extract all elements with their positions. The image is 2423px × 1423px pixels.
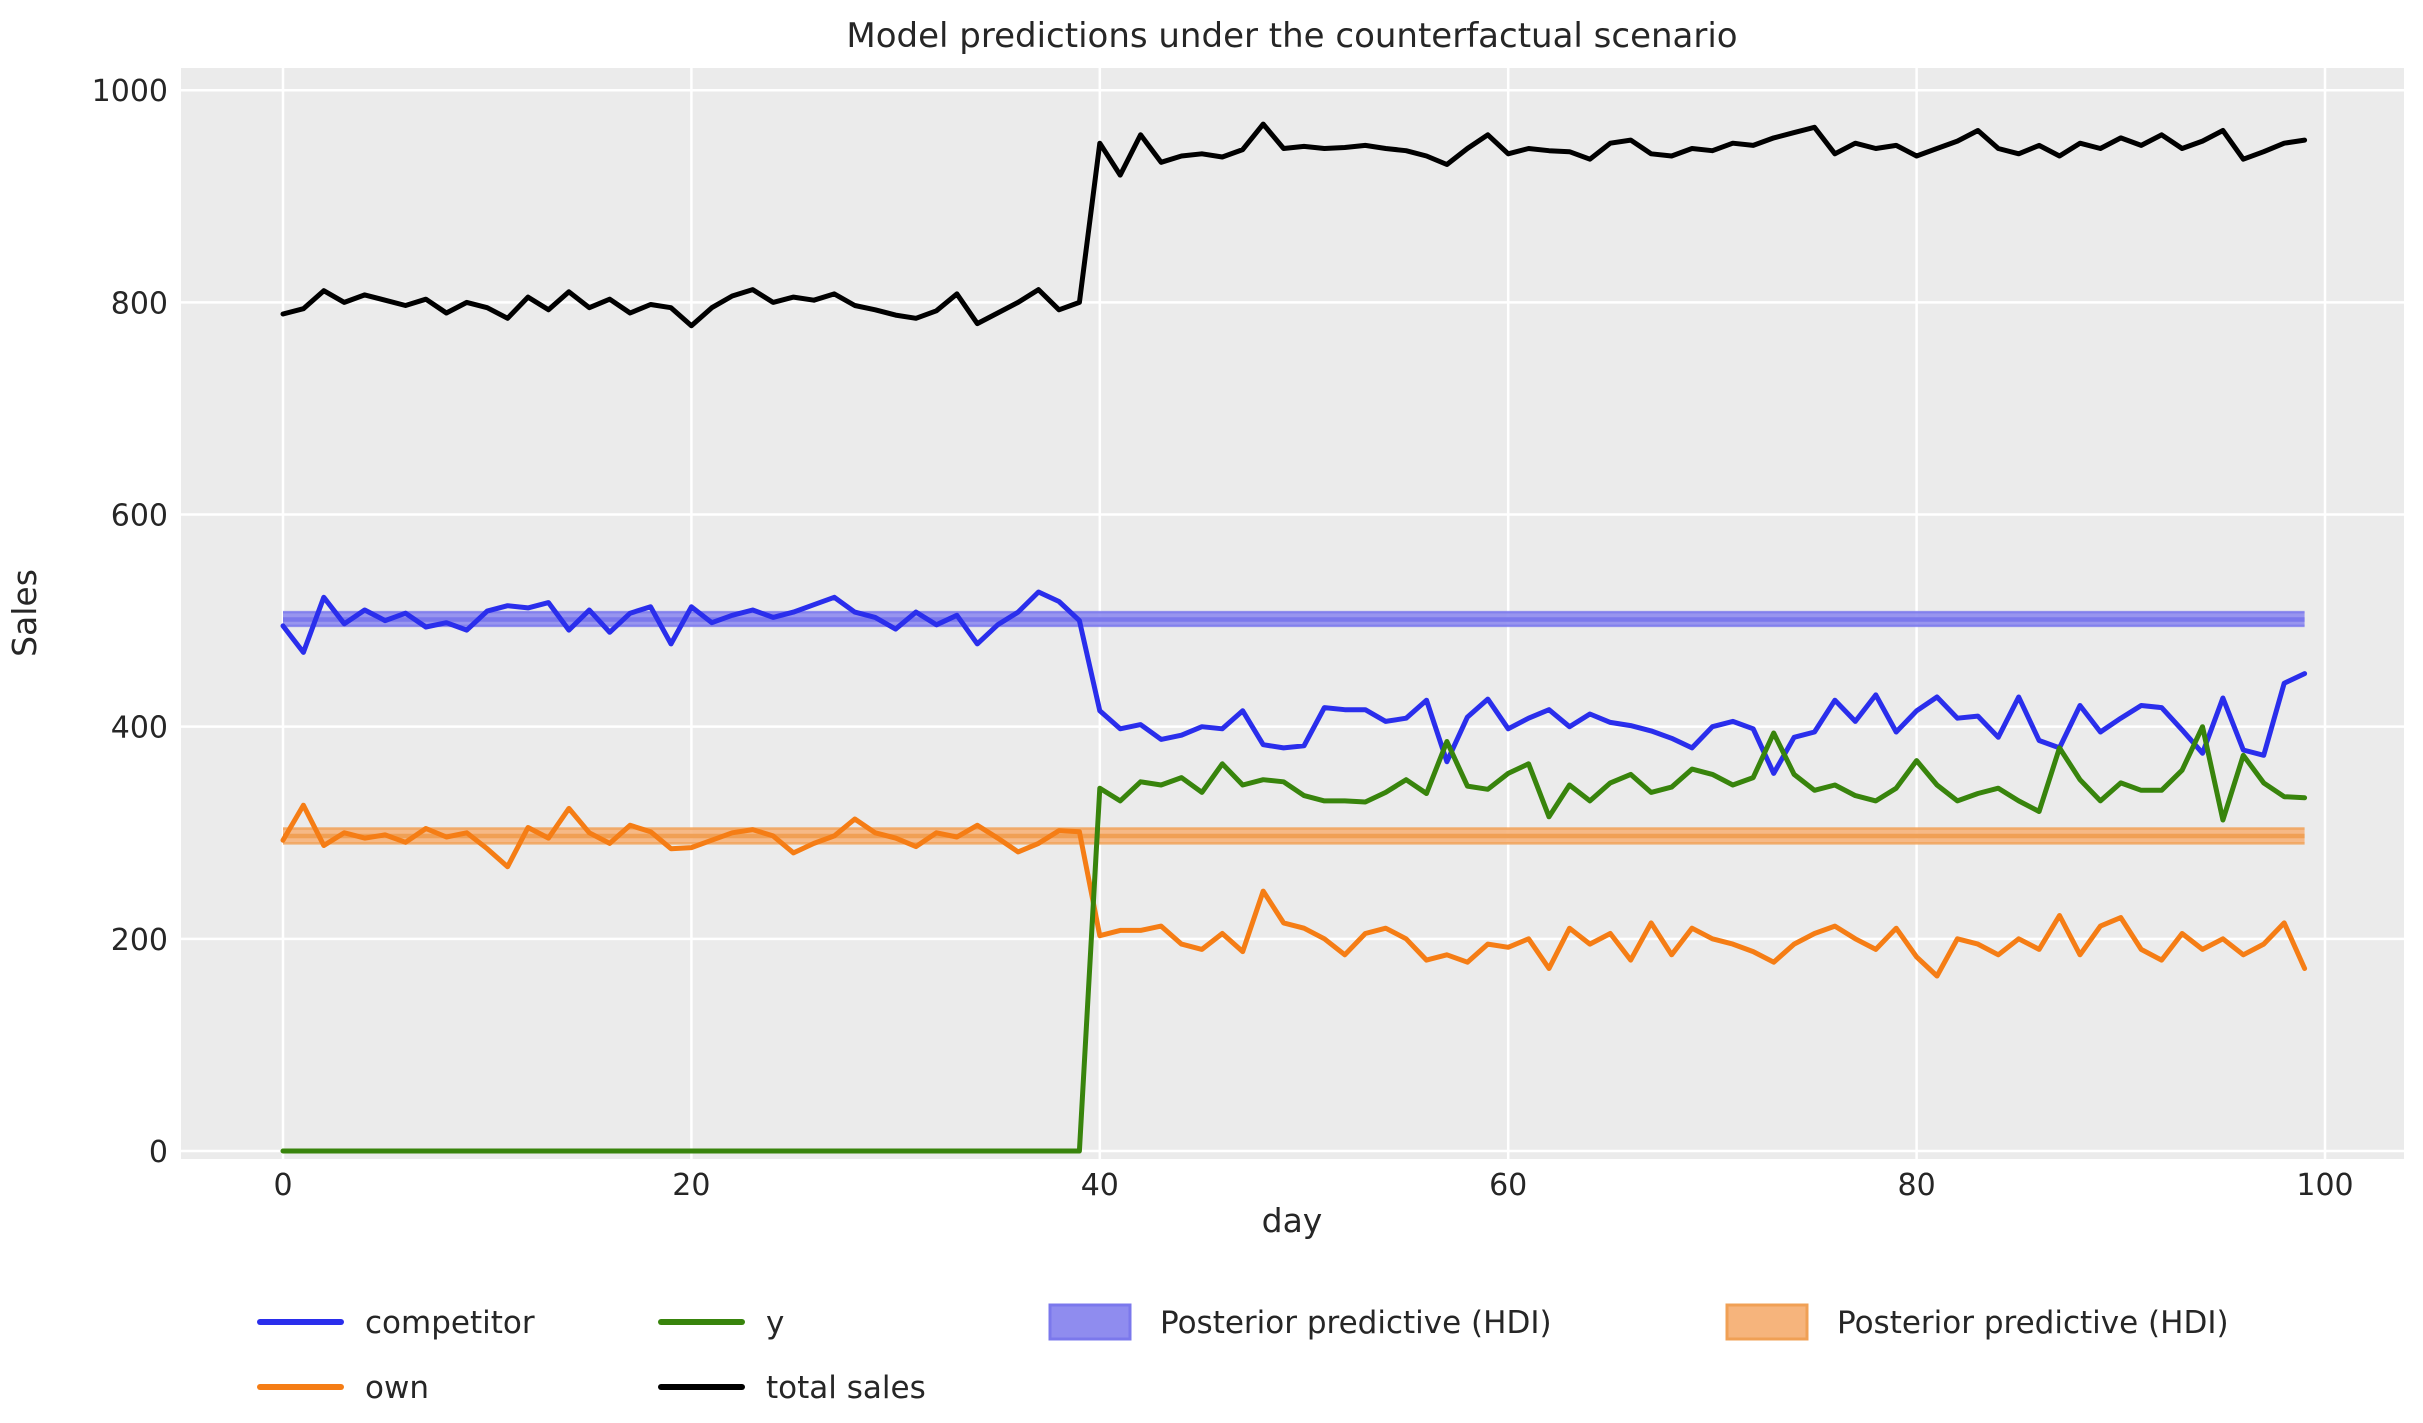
- y-axis-label: Sales: [5, 569, 44, 657]
- y-tick-label: 1000: [92, 74, 168, 109]
- x-tick-label: 40: [1081, 1168, 1119, 1203]
- legend-item-total-sales: total sales: [658, 1370, 926, 1406]
- y-tick-label: 800: [111, 286, 168, 321]
- legend-label: y: [766, 1305, 784, 1341]
- legend-patch-swatch: [1048, 1303, 1132, 1341]
- x-tick-label: 60: [1489, 1168, 1527, 1203]
- legend-label: competitor: [365, 1305, 535, 1341]
- legend: competitor own y total sales Posterior predi…: [257, 1303, 2229, 1406]
- x-tick-label: 20: [672, 1168, 710, 1203]
- legend-item-posterior-predictive-hdi-: Posterior predictive (HDI): [1048, 1303, 1552, 1341]
- tick-labels: 0 200 400 600 800 1000 0 20 40 60 80 100: [92, 74, 2354, 1203]
- legend-item-y: y: [658, 1305, 784, 1341]
- line-competitor: [280, 589, 2308, 776]
- y-tick-label: 200: [111, 923, 168, 958]
- legend-patch-swatch: [1725, 1303, 1809, 1341]
- line-own: [280, 802, 2308, 979]
- y-tick-label: 600: [111, 499, 168, 534]
- legend-item-posterior-predictive-hdi-: Posterior predictive (HDI): [1725, 1303, 2229, 1341]
- legend-label: total sales: [766, 1370, 926, 1406]
- legend-label: Posterior predictive (HDI): [1837, 1305, 2229, 1341]
- legend-item-competitor: competitor: [257, 1305, 535, 1341]
- line-total-sales: [280, 121, 2308, 329]
- series-lines: [280, 121, 2308, 1154]
- y-tick-label: 400: [111, 711, 168, 746]
- legend-item-own: own: [257, 1370, 429, 1406]
- chart-title: Model predictions under the counterfactu…: [846, 16, 1737, 56]
- y-tick-label: 0: [149, 1135, 168, 1170]
- line-y: [280, 724, 2308, 1154]
- legend-label: own: [365, 1370, 429, 1406]
- x-tick-label: 80: [1898, 1168, 1936, 1203]
- legend-label: Posterior predictive (HDI): [1160, 1305, 1552, 1341]
- x-tick-label: 100: [2296, 1168, 2353, 1203]
- x-tick-label: 0: [273, 1168, 292, 1203]
- x-axis-label: day: [1262, 1201, 1323, 1240]
